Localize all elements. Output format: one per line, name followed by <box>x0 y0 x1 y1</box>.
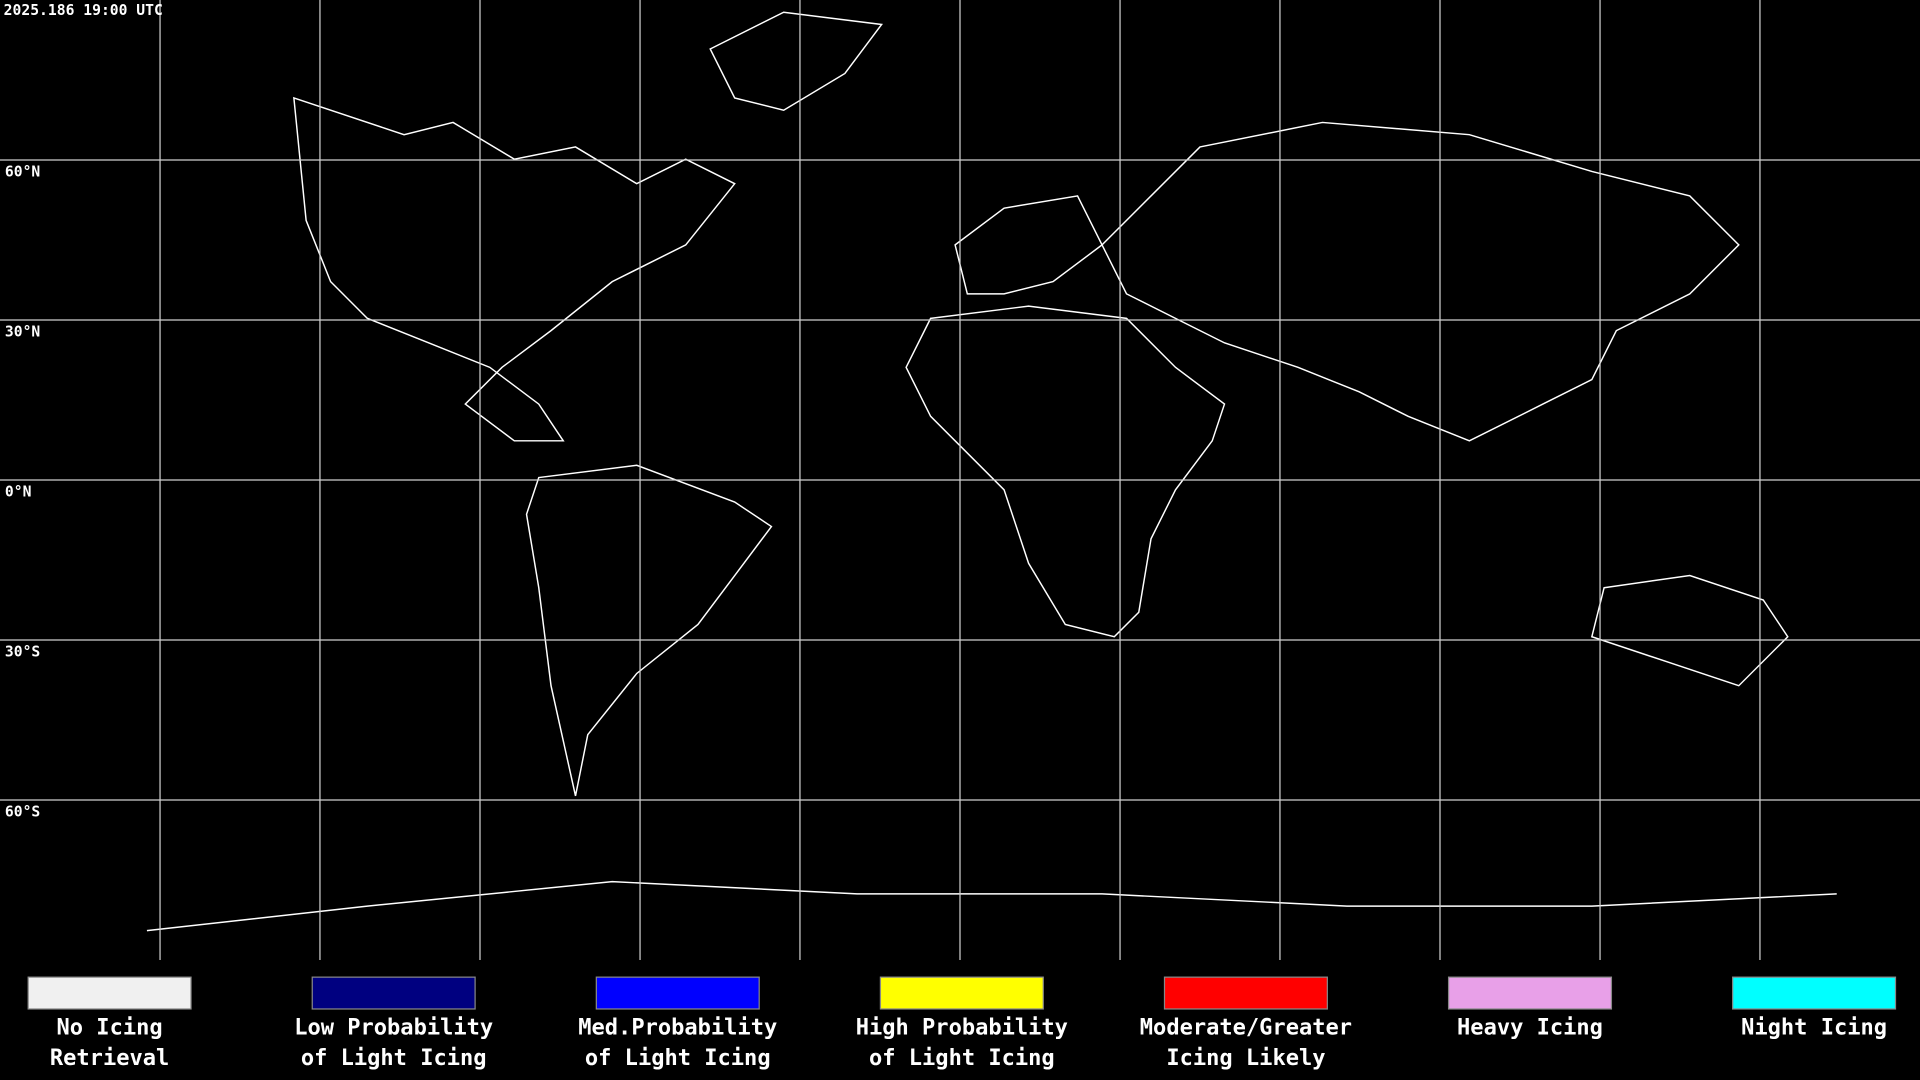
timestamp: 2025.186 19:00 UTC <box>4 2 163 19</box>
legend-item: Heavy Icing <box>1447 976 1613 1041</box>
legend-label: of Light Icing <box>301 1046 487 1071</box>
legend-item: Low Probability of Light Icing <box>294 976 493 1071</box>
latitude-labels: 60°N 30°N 0°N 30°S 60°S <box>5 163 40 820</box>
legend-item: Med.Probability of Light Icing <box>578 976 777 1071</box>
legend-label: of Light Icing <box>585 1046 771 1071</box>
legend-swatch <box>311 976 476 1010</box>
legend-label: Heavy Icing <box>1457 1016 1603 1041</box>
clear-areas <box>967 183 1788 692</box>
legend-item: Moderate/Greater Icing Likely <box>1140 976 1352 1071</box>
latitude-label: 0°N <box>5 483 32 500</box>
legend-swatch <box>1163 976 1328 1010</box>
legend-label: No Icing <box>57 1016 163 1041</box>
legend-label: High Probability <box>856 1016 1068 1041</box>
map: 2025.186 19:00 UTC 60°N 30°N 0°N 30°S 60°S <box>0 0 1920 960</box>
legend-item: No Icing Retrieval <box>27 976 192 1071</box>
legend-swatch <box>595 976 760 1010</box>
legend-label: Low Probability <box>294 1016 493 1041</box>
legend-swatch <box>1447 976 1613 1010</box>
legend: No Icing Retrieval Low Probability of Light… <box>27 976 1897 1071</box>
latitude-label: 30°N <box>5 323 40 340</box>
night-icing-clouds <box>0 116 1715 845</box>
legend-label: Med.Probability <box>578 1016 777 1041</box>
legend-swatch <box>27 976 192 1010</box>
latitude-label: 60°S <box>5 803 40 820</box>
legend-swatch <box>879 976 1044 1010</box>
graticule <box>0 0 1920 960</box>
legend-item: Night Icing <box>1732 976 1897 1041</box>
latitude-label: 60°N <box>5 163 40 180</box>
coastlines <box>146 11 1837 932</box>
legend-label: Retrieval <box>50 1046 169 1071</box>
legend-swatch <box>1732 976 1897 1010</box>
legend-item: High Probability of Light Icing <box>856 976 1068 1071</box>
legend-label: Moderate/Greater <box>1140 1016 1352 1041</box>
legend-label: of Light Icing <box>869 1046 1055 1071</box>
latitude-label: 30°S <box>5 643 40 660</box>
legend-label: Night Icing <box>1741 1016 1887 1041</box>
legend-label: Icing Likely <box>1166 1046 1325 1071</box>
